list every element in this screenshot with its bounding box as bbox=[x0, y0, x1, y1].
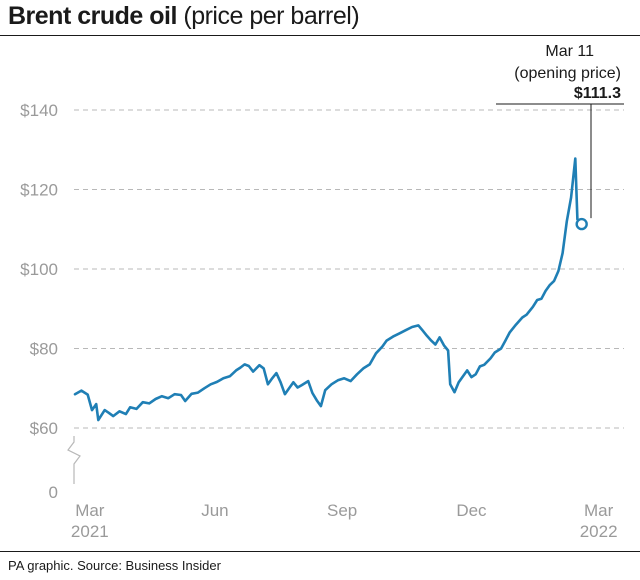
grid-lines bbox=[74, 109, 624, 429]
annotation: Mar 11 (opening price) $111.3 bbox=[514, 43, 621, 102]
x-tick-year: 2022 bbox=[580, 522, 618, 541]
annotation-value: $111.3 bbox=[574, 85, 621, 102]
y-tick-label: $120 bbox=[20, 181, 58, 200]
y-tick-label: $140 bbox=[20, 101, 58, 120]
y-tick-label: $100 bbox=[20, 260, 58, 279]
y-tick-label: $60 bbox=[30, 419, 58, 438]
annotation-date: Mar 11 bbox=[545, 43, 594, 60]
bottom-rule bbox=[0, 551, 640, 552]
series-line bbox=[73, 157, 583, 422]
series-layer bbox=[73, 103, 624, 422]
x-tick-label: Jun bbox=[201, 501, 228, 520]
title-sub: (price per barrel) bbox=[183, 2, 360, 30]
x-tick-label: Sep bbox=[327, 501, 357, 520]
annotation-label: (opening price) bbox=[514, 65, 621, 82]
x-tick-label: Mar bbox=[584, 501, 614, 520]
y-tick-label: $80 bbox=[30, 340, 58, 359]
y-tick-label: 0 bbox=[49, 483, 58, 502]
x-tick-year: 2021 bbox=[71, 522, 109, 541]
last-point-marker bbox=[575, 217, 588, 231]
x-axis-ticks: Mar 2021 Jun Sep Dec Mar 2022 bbox=[71, 501, 618, 541]
top-rule bbox=[0, 35, 640, 36]
line-chart: $140 $120 $100 $80 $60 0 Mar 2021 Jun Sep Dec Mar 2… bbox=[20, 43, 624, 541]
source-note: PA graphic. Source: Business Insider bbox=[8, 558, 221, 573]
x-tick-label: Mar bbox=[75, 501, 105, 520]
y-axis-ticks: $140 $120 $100 $80 $60 0 bbox=[20, 101, 58, 502]
chart-title: Brent crude oil (price per barrel) bbox=[8, 2, 360, 31]
x-tick-label: Dec bbox=[456, 501, 487, 520]
axis-break-mark bbox=[67, 436, 81, 484]
title-main: Brent crude oil bbox=[8, 2, 177, 30]
